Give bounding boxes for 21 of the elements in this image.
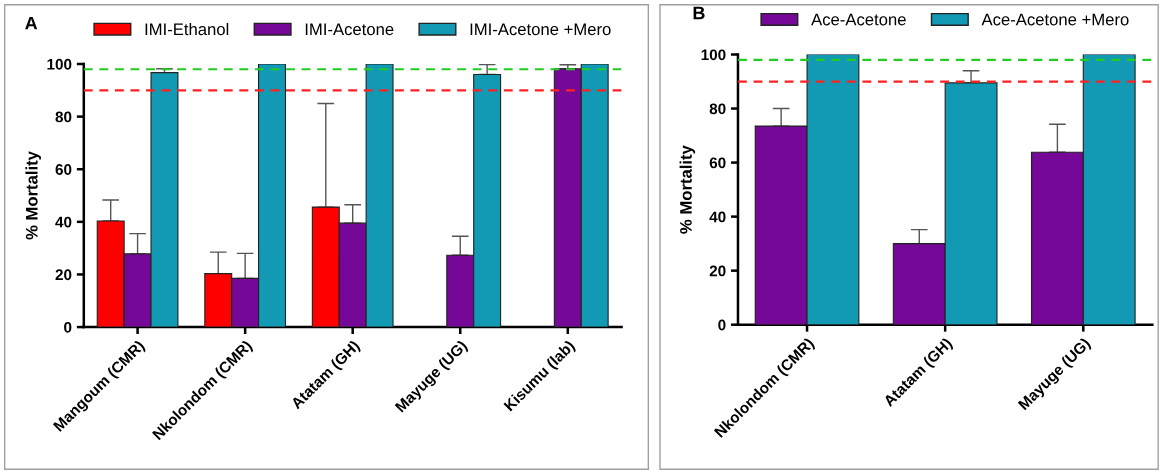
legend-label: IMI-Acetone [305,23,394,36]
y-axis-title: % Mortality [679,145,696,234]
y-tick-label: 20 [709,265,726,277]
y-tick-label: 20 [55,269,72,281]
y-tick-label: 0 [718,319,726,331]
y-tick-label: 80 [709,103,726,115]
y-tick-label: 0 [64,321,72,333]
y-tick-label: 100 [47,58,72,70]
y-tick-label: 40 [55,216,72,228]
legend-label: Ace-Acetone +Mero [981,13,1129,26]
legend-label: Ace-Acetone [811,13,906,26]
y-tick-label: 60 [709,157,726,169]
legend-label: IMI-Acetone +Mero [470,23,611,36]
y-tick-label: 60 [55,164,72,175]
y-axis-title: % Mortality [25,151,41,240]
chart-title: A [25,16,38,30]
y-tick-label: 80 [55,111,72,123]
y-tick-label: 40 [709,211,726,223]
chart-title: B [693,6,705,20]
y-tick-label: 100 [701,49,726,61]
legend-label: IMI-Ethanol [145,22,229,36]
